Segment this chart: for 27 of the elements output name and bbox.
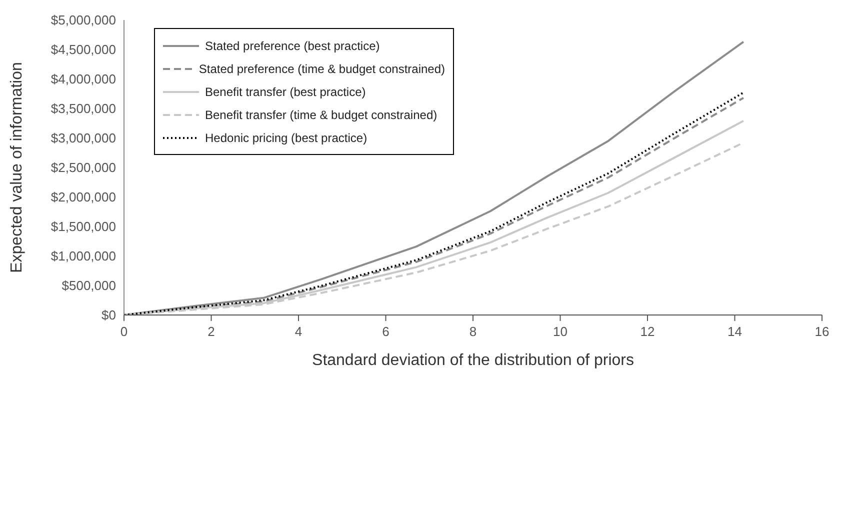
y-tick-label: $1,500,000 [50,219,116,234]
x-tick-label: 4 [294,324,302,340]
y-tick-label: $5,000,000 [50,12,116,28]
x-tick-label: 14 [728,324,742,340]
y-tick-label: $4,500,000 [50,42,116,58]
y-axis-title: Expected value of information [8,62,26,273]
y-tick-label: $2,000,000 [50,190,116,205]
x-tick-label: 12 [640,324,655,340]
x-tick-label: 8 [469,324,477,340]
x-tick-label: 2 [208,324,215,340]
x-tick-label: 10 [553,324,568,340]
y-tick-label: $0 [102,308,116,323]
y-tick-label: $500,000 [62,278,116,294]
x-tick-label: 0 [120,324,128,340]
legend-label: Benefit transfer (best practice) [205,84,366,98]
x-tick-label: 6 [382,324,390,340]
y-tick-label: $3,500,000 [50,101,116,116]
legend-label: Stated preference (time & budget constrained) [198,62,445,76]
legend-label: Stated preference (best practice) [205,38,380,52]
y-tick-label: $3,000,000 [50,130,116,146]
y-tick-label: $4,000,000 [50,72,116,87]
x-axis-title: Standard deviation of the distribution of priors [312,352,634,369]
y-tick-label: $2,500,000 [50,160,116,176]
x-tick-label: 16 [814,324,830,340]
legend-label: Benefit transfer (time & budget constrained) [205,108,438,122]
legend-label: Hedonic pricing (best practice) [205,130,368,144]
y-tick-label: $1,000,000 [50,248,116,264]
